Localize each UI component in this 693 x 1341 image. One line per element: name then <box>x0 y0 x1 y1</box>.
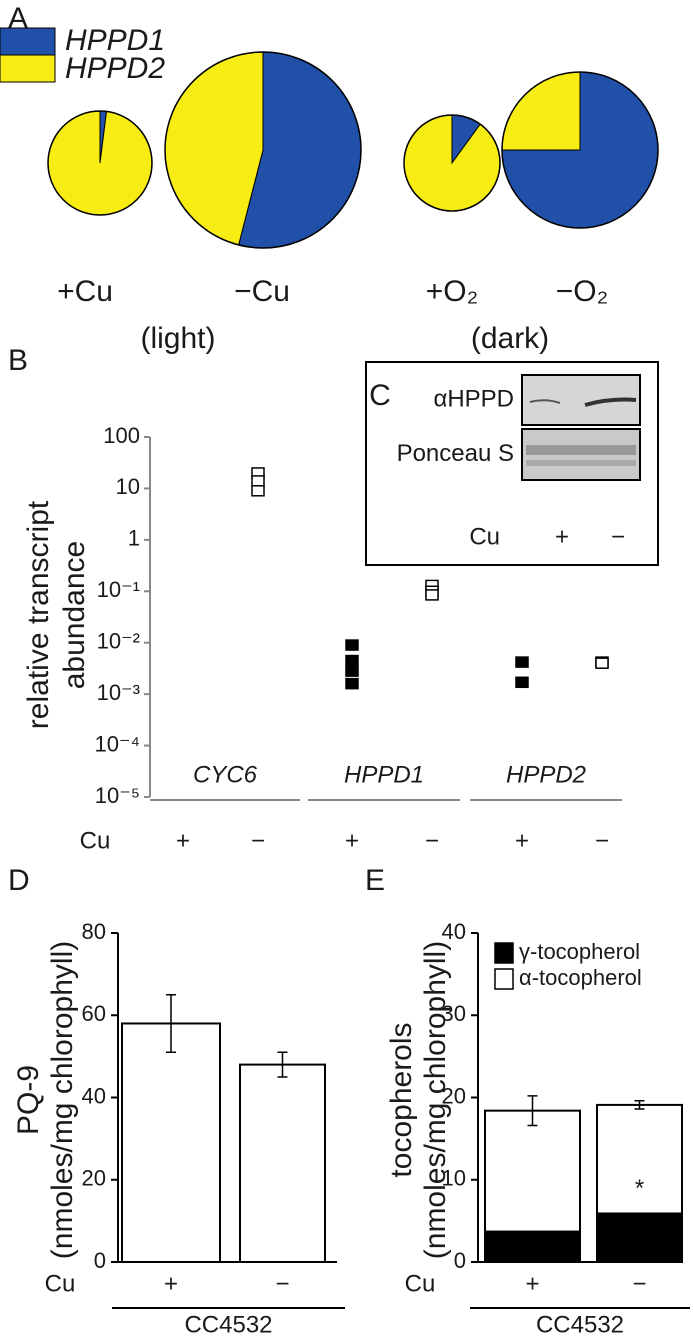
bar <box>596 1103 683 1215</box>
error-bar <box>277 1051 288 1078</box>
data-point <box>345 639 359 651</box>
pie-label: −O₂ <box>556 275 609 308</box>
y-tick-label: 10⁻³ <box>97 680 140 705</box>
pie-slice <box>501 71 581 151</box>
level-label: + <box>515 827 529 854</box>
level-label: + <box>176 827 190 854</box>
level-label: + <box>555 523 569 550</box>
bar <box>596 1212 683 1264</box>
level-label: − <box>251 827 265 854</box>
data-point <box>345 654 359 667</box>
group-label: (light) <box>140 322 215 355</box>
bar <box>239 1063 326 1263</box>
data-point <box>515 676 529 689</box>
blot-label: Ponceau S <box>397 440 514 467</box>
y-tick-label: 10 <box>116 474 140 499</box>
pie-outline <box>403 114 501 212</box>
data-point <box>595 657 609 669</box>
y-tick-label: 80 <box>82 919 106 944</box>
y-tick-label: 0 <box>454 1248 466 1273</box>
pie-label: +O₂ <box>426 275 479 308</box>
blot-label: αHPPD <box>433 385 514 412</box>
y-tick-label: 20 <box>442 1083 466 1108</box>
error-bar <box>527 1095 538 1127</box>
x-prefix: Cu <box>45 1270 76 1297</box>
x-tick-label: + <box>525 1270 539 1297</box>
panel-letter: B <box>8 344 28 377</box>
blot-band <box>529 399 561 404</box>
pie-label: −Cu <box>234 275 290 308</box>
legend-label: HPPD1 <box>65 24 165 57</box>
group-label: CC4532 <box>184 1311 272 1338</box>
legend-swatch <box>0 54 56 83</box>
pie-outline <box>47 110 153 216</box>
group-label: CC4532 <box>536 1311 624 1338</box>
error-bar <box>166 993 176 1054</box>
x-prefix: Cu <box>469 523 500 550</box>
x-tick-label: − <box>632 1270 646 1297</box>
legend-label: HPPD2 <box>65 52 165 85</box>
pie-label: +Cu <box>57 275 113 308</box>
data-point <box>425 589 439 601</box>
y-tick-label: 10 <box>442 1166 466 1191</box>
category-label: HPPD1 <box>344 761 424 788</box>
legend-label: γ-tocopherol <box>519 939 640 964</box>
y-tick-label: 20 <box>82 1166 106 1191</box>
bar <box>121 1022 221 1263</box>
y-tick-label: 60 <box>82 1001 106 1026</box>
y-tick-label: 100 <box>103 423 140 448</box>
legend-swatch <box>494 942 514 964</box>
y-tick-label: 10⁻⁴ <box>94 731 140 756</box>
group-label: (dark) <box>471 322 549 355</box>
y-axis-label: PQ-9 <box>12 1065 45 1135</box>
blot-band <box>584 397 637 407</box>
annotation: * <box>635 1175 644 1202</box>
data-point <box>345 665 359 677</box>
y-tick-label: 30 <box>442 1001 466 1026</box>
x-prefix: Cu <box>405 1270 436 1297</box>
y-tick-label: 10⁻¹ <box>97 577 140 602</box>
blot-band <box>526 460 636 466</box>
data-point <box>345 677 359 690</box>
level-label: − <box>611 523 625 550</box>
y-tick-label: 40 <box>442 919 466 944</box>
panel-letter: C <box>369 379 391 412</box>
pie-outline <box>164 51 362 249</box>
y-axis-label: abundance <box>58 541 91 689</box>
level-label: − <box>595 827 609 854</box>
y-tick-label: 1 <box>128 526 140 551</box>
y-tick-label: 10⁻⁵ <box>95 783 140 808</box>
y-tick-label: 0 <box>94 1248 106 1273</box>
legend-label: α-tocopherol <box>519 965 642 990</box>
y-axis-label: tocopherols <box>385 1022 418 1177</box>
legend-swatch <box>0 27 56 56</box>
data-point <box>251 485 265 497</box>
panel-letter: E <box>365 864 385 897</box>
x-prefix: Cu <box>80 827 111 854</box>
category-label: HPPD2 <box>506 761 586 788</box>
data-point <box>515 656 529 668</box>
pie-outline <box>501 71 659 229</box>
y-axis-label: relative transcript <box>22 500 55 729</box>
y-tick-label: 10⁻² <box>97 629 140 654</box>
y-axis-label: (nmoles/mg chlorophyll) <box>46 941 79 1259</box>
y-axis-label: (nmoles/mg chlorophyll) <box>419 941 452 1259</box>
panel-letter: D <box>8 864 30 897</box>
error-bar <box>634 1100 645 1110</box>
level-label: + <box>345 827 359 854</box>
level-label: − <box>425 827 439 854</box>
panel-letter: A <box>8 2 28 35</box>
y-tick-label: 40 <box>82 1083 106 1108</box>
x-tick-label: − <box>275 1270 289 1297</box>
legend-swatch <box>494 968 514 990</box>
x-tick-label: + <box>164 1270 178 1297</box>
data-point <box>251 475 265 487</box>
bar <box>484 1109 581 1233</box>
category-label: CYC6 <box>193 761 258 788</box>
blot-band <box>526 445 636 455</box>
